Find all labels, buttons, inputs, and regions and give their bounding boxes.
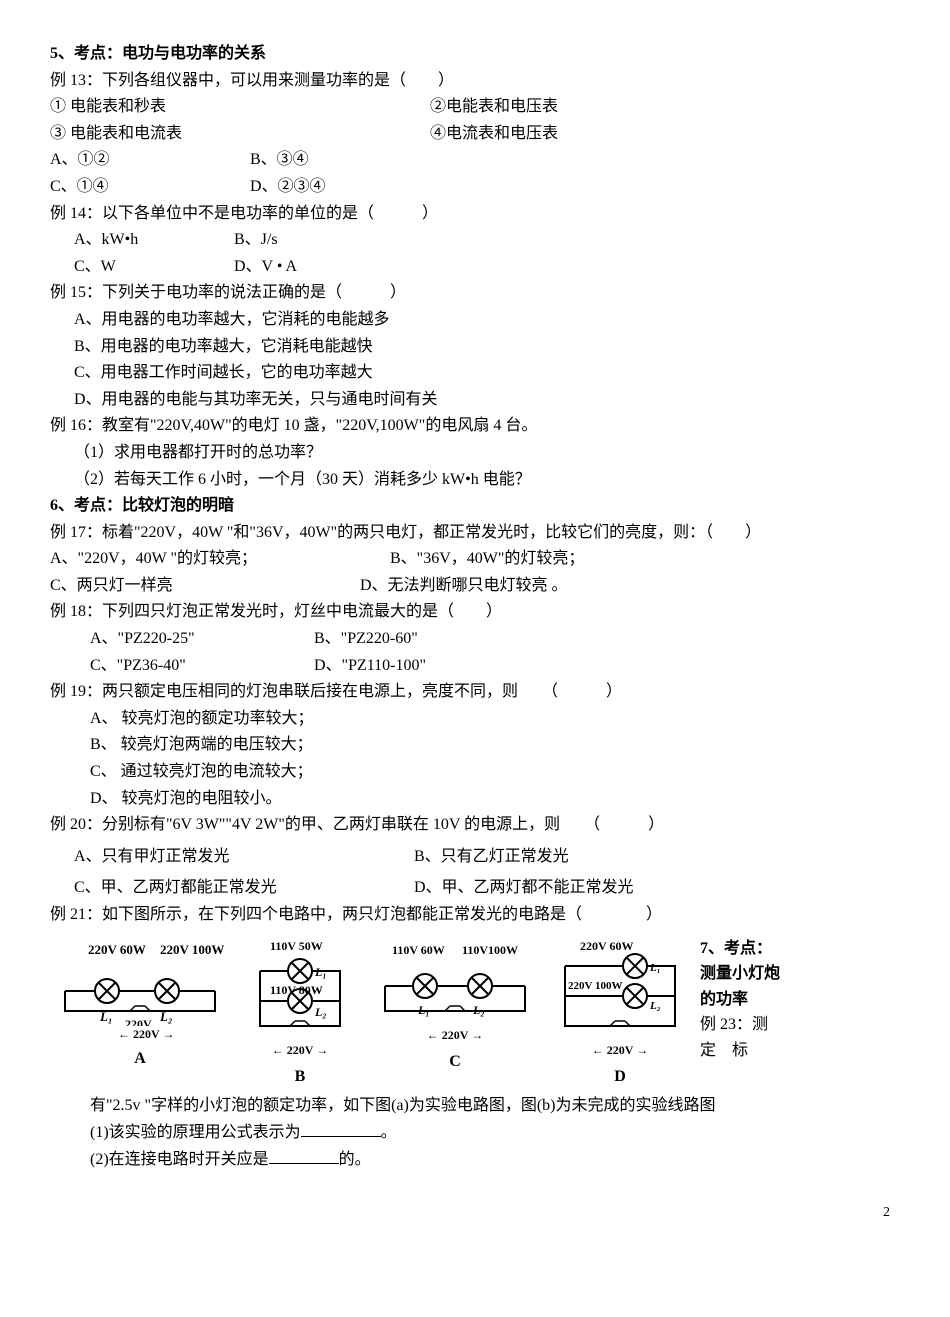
ex20-a: A、只有甲灯正常发光 (74, 844, 414, 870)
ex18-cd: C、"PZ36-40" D、"PZ110-100" (50, 653, 900, 679)
ex19-a: A、 较亮灯泡的额定功率较大； (50, 706, 900, 732)
ex20-c: C、甲、乙两灯都能正常发光 (74, 875, 414, 901)
ex16-p2: （2）若每天工作 6 小时，一个月（30 天）消耗多少 kW•h 电能？ (50, 467, 900, 493)
blank-1 (301, 1120, 381, 1137)
ex17-cd: C、两只灯一样亮 D、无法判断哪只电灯较亮 。 (50, 573, 900, 599)
page-number: 2 (50, 1202, 900, 1224)
circuit-d-label: D (550, 1064, 690, 1090)
ex16-p1: （1）求用电器都打开时的总功率？ (50, 440, 900, 466)
ex21-question: 例 21：如下图所示，在下列四个电路中，两只灯泡都能正常发光的电路是（ ） (50, 902, 900, 928)
circuit-c: 110V 60W 110V100W L₁ L₂ ← 220V → C (370, 936, 540, 1075)
ex15-b: B、用电器的电功率越大，它消耗电能越快 (50, 334, 900, 360)
ex15-c: C、用电器工作时间越长，它的电功率越大 (50, 360, 900, 386)
ex19-d: D、 较亮灯泡的电阻较小。 (50, 786, 900, 812)
svg-text:L₁: L₁ (417, 1003, 430, 1017)
ex19-b: B、 较亮灯泡两端的电压较大； (50, 732, 900, 758)
ex13-d: D、②③④ (250, 174, 450, 200)
ex13-a: A、①② (50, 147, 250, 173)
circuit-b: 110V 50W L₁ 110V 80W L₂ ← 220V → B (240, 936, 360, 1090)
ex17-ab: A、"220V，40W "的灯较亮； B、"36V，40W"的灯较亮； (50, 546, 900, 572)
circuit-d: 220V 60W L₁ 220V 100W L₂ ← 220V → D (550, 936, 690, 1090)
ex14-b: B、J/s (234, 227, 434, 253)
ex17-d: D、无法判断哪只电灯较亮 。 (360, 573, 568, 599)
ex13-c: C、①④ (50, 174, 250, 200)
svg-text:110V 50W: 110V 50W (270, 939, 323, 953)
circuit-a-label: A (50, 1046, 230, 1072)
ex17-a: A、"220V，40W "的灯较亮； (50, 546, 390, 572)
svg-text:L₁: L₁ (649, 962, 661, 974)
ex18-c: C、"PZ36-40" (90, 653, 310, 679)
ex17-c: C、两只灯一样亮 (50, 573, 360, 599)
ex18-question: 例 18：下列四只灯泡正常发光时，灯丝中电流最大的是（ ） (50, 599, 900, 625)
ex14-a: A、kW•h (74, 227, 234, 253)
svg-text:110V 60W: 110V 60W (392, 943, 445, 957)
svg-text:220V 60W: 220V 60W (580, 939, 633, 953)
ex15-a: A、用电器的电功率越大，它消耗的电能越多 (50, 307, 900, 333)
svg-text:220V 100W: 220V 100W (160, 942, 224, 957)
ex15-d: D、用电器的电能与其功率无关，只与通电时间有关 (50, 387, 900, 413)
ex14-ab: A、kW•h B、J/s (50, 227, 900, 253)
blank-2 (269, 1147, 339, 1164)
section-7-right: 7、考点：测量小灯炮的功率 例 23：测 定 标 (700, 936, 780, 1064)
ex20-ab: A、只有甲灯正常发光 B、只有乙灯正常发光 (50, 844, 900, 870)
ex14-cd: C、W D、V • A (50, 254, 900, 280)
svg-text:← 220V →: ← 220V → (118, 1027, 174, 1041)
circuit-a: 220V 60W 220V 100W L₁ L₂ 220V ← 220V → A (50, 936, 230, 1072)
ex13-b: B、③④ (250, 147, 450, 173)
ex13-opt3: ③ 电能表和电流表 (50, 121, 430, 147)
ex13-opt1: ① 电能表和秒表 (50, 94, 430, 120)
ex20-b: B、只有乙灯正常发光 (414, 844, 569, 870)
circuit-c-label: C (370, 1049, 540, 1075)
ex13-opt4: ④电流表和电压表 (430, 121, 558, 147)
svg-text:220V: 220V (125, 1017, 152, 1026)
svg-text:220V 60W: 220V 60W (88, 942, 146, 957)
ex13-opts-row2: ③ 电能表和电流表 ④电流表和电压表 (50, 121, 900, 147)
ex18-d: D、"PZ110-100" (314, 657, 426, 674)
svg-text:L₂: L₂ (649, 1000, 661, 1012)
circuit-b-label: B (240, 1064, 360, 1090)
section-5-heading: 5、考点：电功与电功率的关系 (50, 41, 900, 67)
svg-text:110V 80W: 110V 80W (270, 983, 323, 997)
svg-text:L₂: L₂ (314, 1005, 327, 1019)
circuit-diagrams-row: 220V 60W 220V 100W L₁ L₂ 220V ← 220V → A (50, 936, 900, 1090)
ex13-opt2: ②电能表和电压表 (430, 94, 558, 120)
ex23-p2: (2)在连接电路时开关应是的。 (50, 1147, 900, 1173)
ex17-question: 例 17：标着"220V，40W "和"36V，40W"的两只电灯，都正常发光时… (50, 520, 900, 546)
ex19-c: C、 通过较亮灯泡的电流较大； (50, 759, 900, 785)
section-6-heading: 6、考点：比较灯泡的明暗 (50, 493, 900, 519)
ex23-cont: 有"2.5v "字样的小灯泡的额定功率，如下图(a)为实验电路图，图(b)为未完… (50, 1093, 900, 1119)
ex23-lead: 例 23：测 定 标 (700, 1012, 780, 1063)
ex16-question: 例 16：教室有"220V,40W"的电灯 10 盏，"220V,100W"的电… (50, 413, 900, 439)
ex13-cd: C、①④ D、②③④ (50, 174, 900, 200)
ex19-question: 例 19：两只额定电压相同的灯泡串联后接在电源上，亮度不同，则 （ ） (50, 679, 900, 705)
ex13-question: 例 13：下列各组仪器中，可以用来测量功率的是（ ） (50, 68, 900, 94)
ex23-p1: (1)该实验的原理用公式表示为。 (50, 1120, 900, 1146)
svg-text:L₂: L₂ (159, 1009, 172, 1024)
ex18-a: A、"PZ220-25" (90, 626, 310, 652)
ex17-b: B、"36V，40W"的灯较亮； (390, 546, 584, 572)
ex20-question: 例 20：分别标有"6V 3W""4V 2W"的甲、乙两灯串联在 10V 的电源… (50, 812, 900, 838)
svg-text:L₁: L₁ (99, 1009, 112, 1024)
svg-text:110V100W: 110V100W (462, 943, 518, 957)
svg-text:L₂: L₂ (472, 1003, 485, 1017)
ex14-c: C、W (74, 254, 234, 280)
svg-text:L₁: L₁ (314, 965, 327, 979)
ex13-opts-row1: ① 电能表和秒表 ②电能表和电压表 (50, 94, 900, 120)
ex18-ab: A、"PZ220-25" B、"PZ220-60" (50, 626, 900, 652)
ex20-d: D、甲、乙两灯都不能正常发光 (414, 875, 634, 901)
ex13-ab: A、①② B、③④ (50, 147, 900, 173)
ex14-d: D、V • A (234, 254, 434, 280)
svg-text:220V 100W: 220V 100W (568, 980, 623, 992)
section-7-heading: 7、考点：测量小灯炮的功率 (700, 936, 780, 1013)
ex14-question: 例 14：以下各单位中不是电功率的单位的是（ ） (50, 201, 900, 227)
ex18-b: B、"PZ220-60" (314, 630, 418, 647)
ex15-question: 例 15：下列关于电功率的说法正确的是（ ） (50, 280, 900, 306)
ex20-cd: C、甲、乙两灯都能正常发光 D、甲、乙两灯都不能正常发光 (50, 875, 900, 901)
